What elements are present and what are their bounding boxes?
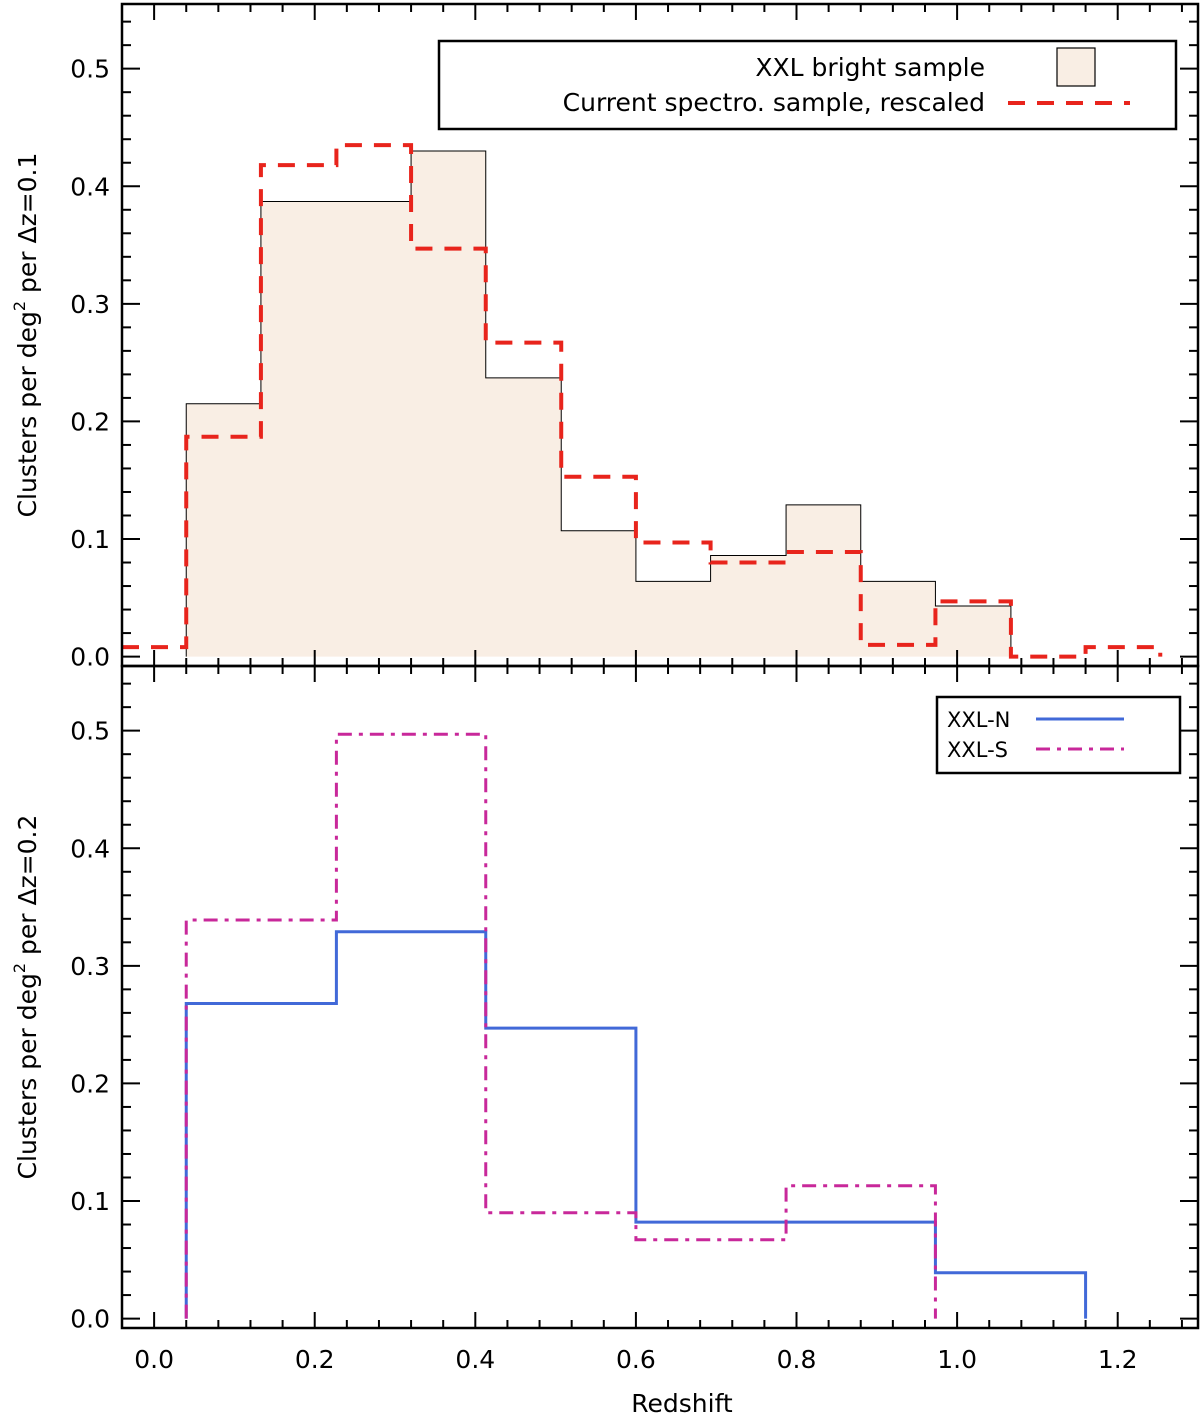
x-tick-label: 0.0	[134, 1345, 174, 1374]
y-ticks	[122, 682, 1198, 1320]
legend: XXL bright sample Current spectro. sample…	[437, 39, 1178, 131]
y-axis-title-sup: 2	[10, 963, 29, 973]
y-axis-title: Clusters per deg2 per Δz=0.1	[10, 153, 42, 518]
x-tick-label: 1.0	[937, 1345, 977, 1374]
y-axis-title-sup: 2	[10, 301, 29, 311]
top-panel: 0.0 0.1 0.2 0.3 0.4 0.5 Clusters per deg2 per …	[10, 2, 1200, 672]
x-tick-label: 0.6	[616, 1345, 656, 1374]
histogram-line	[122, 143, 1163, 659]
x-tick-label: 0.4	[455, 1345, 495, 1374]
x-tick-label: 0.2	[295, 1345, 335, 1374]
histogram-fill	[186, 150, 1011, 657]
x-ticks	[153, 666, 1183, 1328]
y-axis-title-main: Clusters per deg	[13, 973, 42, 1179]
legend-label: XXL-N	[947, 708, 1010, 732]
y-tick-label: 0.1	[70, 525, 110, 554]
bottom-panel: 0.0 0.1 0.2 0.3 0.4 0.5 0.0 0.2 0.4 0.6 0.8 1.0 1.2 R…	[10, 664, 1200, 1416]
y-axis-title-rest: per Δz=0.2	[13, 815, 42, 963]
y-tick-label: 0.2	[70, 407, 110, 436]
x-tick-label: 1.2	[1098, 1345, 1138, 1374]
y-tick-label: 0.3	[70, 290, 110, 319]
y-axis-title: Clusters per deg2 per Δz=0.2	[10, 815, 42, 1180]
y-tick-label: 0.5	[70, 717, 110, 746]
series-xxl-n	[184, 930, 1088, 1319]
y-axis-title-rest: per Δz=0.1	[13, 153, 42, 301]
y-tick-label: 0.5	[70, 55, 110, 84]
legend: XXL-N XXL-S	[935, 695, 1182, 775]
y-tick-label: 0.4	[70, 834, 110, 863]
y-tick-label: 0.0	[70, 643, 110, 672]
histogram-line	[184, 930, 1088, 1319]
y-tick-label: 0.3	[70, 952, 110, 981]
series-xxl-bright-sample	[185, 150, 1012, 657]
x-tick-label: 0.8	[777, 1345, 817, 1374]
y-ticks	[122, 20, 1198, 658]
legend-label: XXL bright sample	[755, 53, 985, 82]
legend-box	[437, 39, 1178, 131]
series-xxl-s	[184, 732, 937, 1319]
legend-box	[935, 695, 1182, 775]
y-tick-label: 0.2	[70, 1069, 110, 1098]
y-tick-label: 0.4	[70, 172, 110, 201]
histogram-line	[184, 732, 937, 1319]
series-current-spectro-sample-rescaled	[122, 143, 1163, 659]
x-axis-title: Redshift	[631, 1389, 733, 1416]
plot-frame	[120, 664, 1200, 1330]
y-tick-label: 0.1	[70, 1187, 110, 1216]
legend-label: XXL-S	[947, 738, 1008, 762]
y-axis-title-main: Clusters per deg	[13, 311, 42, 517]
x-ticks	[153, 4, 1183, 666]
legend-swatch-filled	[1056, 47, 1096, 87]
legend-label: Current spectro. sample, rescaled	[563, 88, 985, 117]
y-tick-label: 0.0	[70, 1305, 110, 1334]
